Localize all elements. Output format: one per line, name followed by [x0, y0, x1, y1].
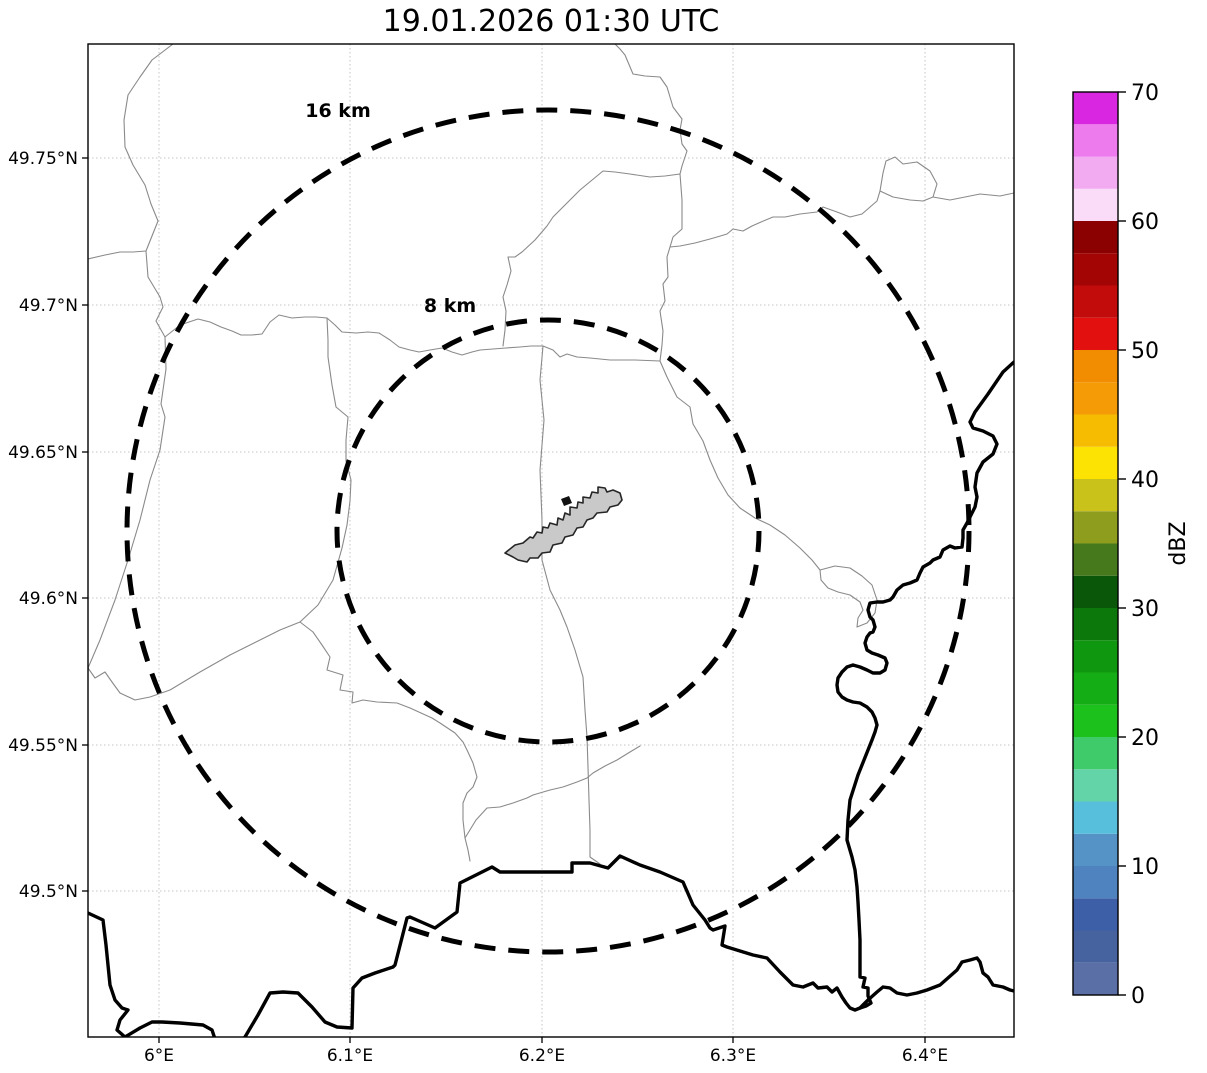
- x-axis-tick-label: 6.2°E: [519, 1046, 565, 1066]
- colorbar-segment: [1073, 608, 1118, 641]
- colorbar-segment: [1073, 737, 1118, 770]
- x-axis-tick-label: 6.1°E: [327, 1046, 373, 1066]
- x-axis-tick-label: 6.3°E: [710, 1046, 756, 1066]
- colorbar-segment: [1073, 414, 1118, 447]
- admin-boundary-line: [88, 250, 147, 260]
- x-axis-tick-label: 6°E: [144, 1046, 174, 1066]
- range-rings: [124, 107, 972, 955]
- colorbar-segment: [1073, 769, 1118, 802]
- colorbar-outline: [1072, 91, 1119, 996]
- radar-site-area: [504, 486, 623, 563]
- colorbar-segment: [1073, 640, 1118, 673]
- country-border-lines: [88, 360, 1014, 1037]
- y-axis-tick-label: 49.75°N: [8, 149, 78, 169]
- country-border-line: [88, 854, 1014, 1037]
- colorbar-segment: [1073, 350, 1118, 383]
- colorbar-segment: [1073, 833, 1118, 866]
- colorbar-tick-label: 40: [1131, 468, 1159, 493]
- range-ring-label: 16 km: [305, 100, 371, 122]
- colorbar-axis-label: dBZ: [1166, 521, 1191, 565]
- colorbar-segment: [1073, 511, 1118, 544]
- colorbar-segment: [1073, 866, 1118, 899]
- radar-site-polygon: [504, 486, 623, 563]
- map-border: [87, 43, 1015, 1038]
- colorbar-tick-label: 70: [1131, 81, 1159, 106]
- colorbar-tick-label: 60: [1131, 210, 1159, 235]
- range-ring: [334, 317, 762, 745]
- x-axis-tick-label: 6.4°E: [902, 1046, 948, 1066]
- colorbar-segment: [1073, 479, 1118, 512]
- range-ring: [124, 107, 972, 955]
- y-axis-tick-label: 49.6°N: [19, 589, 78, 609]
- colorbar-segment: [1073, 543, 1118, 576]
- colorbar: 0 10 20 30 40 50 60 70 dBZ: [1072, 81, 1191, 1009]
- range-ring-label: 8 km: [424, 295, 476, 317]
- admin-boundary-line: [932, 192, 1014, 201]
- colorbar-segment: [1073, 446, 1118, 479]
- colorbar-tick-label: 0: [1131, 984, 1145, 1009]
- admin-boundary-line: [539, 345, 601, 865]
- range-ring-labels: 16 km 8 km: [305, 100, 476, 317]
- admin-boundary-line: [88, 44, 174, 669]
- admin-boundary-line: [614, 44, 688, 175]
- colorbar-segment: [1073, 801, 1118, 834]
- colorbar-segment: [1073, 124, 1118, 157]
- admin-boundary-line: [669, 156, 938, 248]
- colorbar-segment: [1073, 221, 1118, 254]
- admin-boundary-line: [659, 360, 878, 628]
- colorbar-segment: [1073, 188, 1118, 221]
- colorbar-segment: [1073, 962, 1118, 995]
- admin-boundary-line: [299, 317, 478, 862]
- colorbar-segment: [1073, 382, 1118, 415]
- colorbar-segment: [1073, 285, 1118, 318]
- y-axis-tick-label: 49.5°N: [19, 882, 78, 902]
- admin-boundary-lines: [88, 44, 1014, 865]
- y-axis-tick-label: 49.7°N: [19, 296, 78, 316]
- colorbar-segment: [1073, 253, 1118, 286]
- admin-boundary-line: [659, 173, 683, 362]
- colorbar-segment: [1073, 672, 1118, 705]
- colorbar-segment: [1073, 704, 1118, 737]
- colorbar-segment: [1073, 575, 1118, 608]
- colorbar-tick-label: 10: [1131, 855, 1159, 880]
- admin-boundary-line: [164, 314, 661, 362]
- colorbar-segment: [1073, 930, 1118, 963]
- admin-boundary-line: [502, 170, 681, 347]
- map-frame: [87, 43, 1015, 1038]
- colorbar-tick-label: 30: [1131, 597, 1159, 622]
- y-axis-tick-label: 49.55°N: [8, 736, 78, 756]
- admin-boundary-line: [88, 621, 301, 701]
- colorbar-segment: [1073, 92, 1118, 125]
- admin-boundary-line: [464, 745, 641, 839]
- plot-title: 19.01.2026 01:30 UTC: [382, 4, 720, 39]
- y-axis-tick-label: 49.65°N: [8, 443, 78, 463]
- colorbar-segment: [1073, 317, 1118, 350]
- colorbar-segment: [1073, 898, 1118, 931]
- radar-site-marker: [561, 496, 572, 506]
- colorbar-segment: [1073, 156, 1118, 189]
- axis-tick-labels: 6°E 6.1°E 6.2°E 6.3°E 6.4°E 49.75°N 49.7°N 49.6…: [8, 149, 948, 1066]
- colorbar-tick-label: 20: [1131, 726, 1159, 751]
- colorbar-tick-label: 50: [1131, 339, 1159, 364]
